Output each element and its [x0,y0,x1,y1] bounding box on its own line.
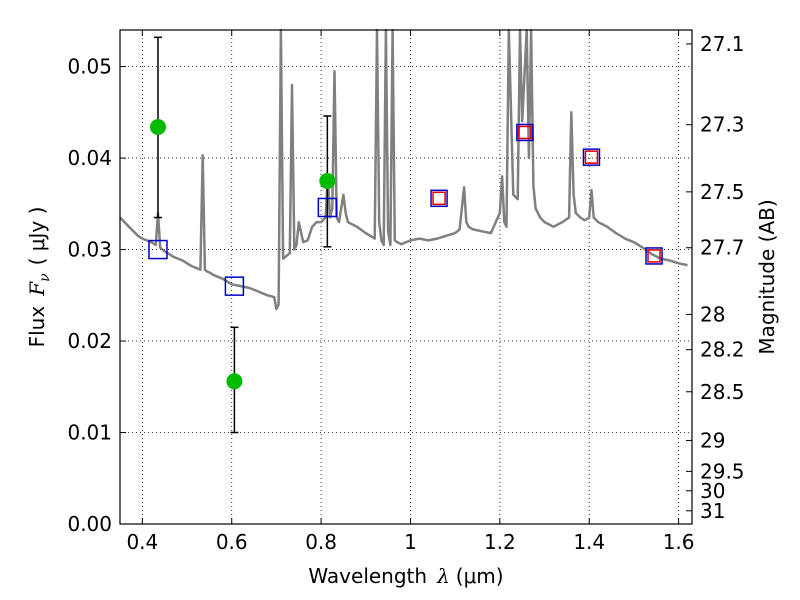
model-point-square-inner [432,191,446,206]
mag-tick-label: 27.1 [700,32,745,56]
y-tick-label: 0.02 [67,329,112,353]
model-point-square-inner [518,125,532,140]
mag-tick-label: 27.3 [700,113,745,137]
model-point-square-outer [516,123,534,142]
x-tick-label: 1 [404,530,417,554]
model-point-square-outer [430,189,448,208]
observed-point [319,172,336,189]
mag-tick-label: 29 [700,429,725,453]
right-axis-label: Magnitude (AB) [755,199,779,354]
y-tick-label: 0.00 [67,512,112,536]
x-tick-label: 0.8 [305,530,337,554]
axis-ticks [120,30,692,525]
spectrum-series [119,28,688,311]
mag-tick-label: 28 [700,302,725,326]
mag-tick-label: 27.5 [700,180,745,204]
data-markers [148,118,663,390]
mag-tick-label: 28.5 [700,380,745,404]
y-tick-label: 0.03 [67,238,112,262]
y-tick-label: 0.04 [67,146,112,170]
tick-labels: 0.4 0.6 0.8 1 1.2 1.4 1.6 0.00 0.01 0.02 0.03 0.04 0… [67,32,744,554]
observed-point [149,118,166,135]
plot-frame [119,29,693,525]
model-point-square [317,197,338,218]
mag-tick-label: 29.5 [700,459,745,483]
mag-tick-label: 31 [700,499,725,523]
mag-tick-label: 27.7 [700,236,745,260]
x-tick-label: 0.6 [216,530,248,554]
x-tick-label: 1.6 [663,530,695,554]
model-point-square-inner [584,150,599,164]
y-tick-label: 0.01 [67,421,112,445]
x-tick-label: 1.4 [573,530,605,554]
model-point-square-outer [645,247,663,265]
mag-tick-label: 30 [700,479,725,503]
model-point-square [148,239,168,260]
model-point-square-inner [647,249,661,263]
error-bars [153,36,332,434]
x-axis-label: Wavelength λ (μm) [308,564,503,588]
mag-tick-label: 28.2 [700,338,745,362]
spectrum-line [119,28,688,311]
observed-point [226,373,243,390]
model-point-square-outer [582,148,601,166]
grid-lines [120,30,692,524]
x-tick-label: 1.2 [484,530,516,554]
model-point-square [224,276,245,296]
x-tick-label: 0.4 [126,530,158,554]
y-axis-label: FluxFν( μJy ) [25,207,53,348]
y-tick-label: 0.05 [67,55,112,79]
